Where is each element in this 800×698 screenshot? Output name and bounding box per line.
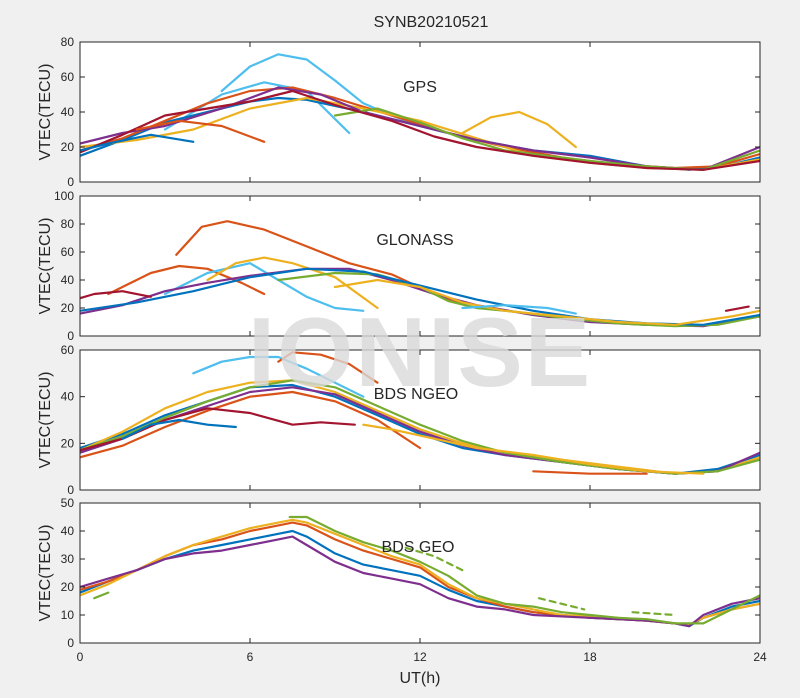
x-axis-label: UT(h) (400, 670, 441, 687)
series-line-10 (532, 470, 648, 475)
y-axis-label: VTEC(TECU) (37, 372, 54, 469)
series-group (80, 53, 760, 171)
series-group (80, 515, 760, 628)
series-group (80, 351, 760, 475)
series-line-8 (333, 278, 760, 326)
y-tick-label-0: 0 (67, 483, 74, 497)
glonass-panel: 0 20 40 60 80 100 VTEC(TECU) GLONASS (37, 189, 761, 343)
panel-label: BDS NGEO (374, 386, 458, 403)
y-tick-label-0: 0 (67, 329, 74, 343)
watermark: IONISE (248, 297, 592, 407)
series-line-1 (107, 264, 266, 296)
x-tick-label-2: 12 (413, 650, 427, 664)
series-line-7 (80, 290, 152, 300)
y-tick-label-0: 0 (67, 636, 74, 650)
dashed-series-line-0 (404, 546, 464, 572)
series-line-8 (362, 423, 705, 475)
series-line-4 (288, 515, 760, 625)
dashed-series-line-2 (631, 611, 677, 617)
y-tick-label-1: 20 (61, 140, 75, 154)
y-tick-label-3: 60 (61, 343, 75, 357)
series-group (80, 220, 760, 328)
series-line-8 (80, 89, 760, 171)
y-tick-label-1: 10 (61, 608, 75, 622)
series-line-9 (121, 418, 237, 440)
y-tick-label-3: 60 (61, 245, 75, 259)
x-tick-label-3: 18 (583, 650, 597, 664)
y-tick-label-2: 40 (61, 105, 75, 119)
y-tick-label-3: 30 (61, 552, 75, 566)
series-line-0 (192, 355, 365, 398)
panel-label: GPS (403, 79, 437, 96)
x-tick-label-4: 24 (753, 650, 767, 664)
dashed-series-line-1 (537, 597, 586, 611)
y-axis-label: VTEC(TECU) (37, 218, 54, 315)
y-tick-label-2: 40 (61, 390, 75, 404)
y-tick-label-1: 20 (61, 301, 75, 315)
gps-panel: 0 20 40 60 80 VTEC(TECU) GPS (37, 35, 761, 189)
y-tick-label-2: 40 (61, 273, 75, 287)
x-tick-label-1: 6 (247, 650, 254, 664)
y-tick-label-4: 40 (61, 524, 75, 538)
y-tick-label-3: 60 (61, 70, 75, 84)
series-line-3 (206, 256, 379, 310)
x-tick-label-0: 0 (77, 650, 84, 664)
y-tick-label-4: 80 (61, 35, 75, 49)
figure-title: SYNB20210521 (374, 14, 489, 31)
bds-ngeo-panel: 0 20 40 60 VTEC(TECU) BDS NGEO (37, 343, 761, 497)
bds-geo-panel: 0 6 12 18 24 0 10 20 30 40 50 VTEC(TECU) BDS GEO (37, 496, 767, 664)
panel-label: GLONASS (376, 232, 453, 249)
y-tick-label-5: 50 (61, 496, 75, 510)
y-tick-label-5: 100 (54, 189, 74, 203)
series-line-9 (135, 119, 266, 143)
y-axis-label: VTEC(TECU) (37, 64, 54, 161)
series-line-5 (93, 591, 110, 600)
y-tick-label-4: 80 (61, 217, 75, 231)
y-tick-label-1: 20 (61, 436, 75, 450)
y-tick-label-0: 0 (67, 175, 74, 189)
y-axis-label: VTEC(TECU) (37, 525, 54, 622)
series-line-6 (80, 390, 422, 459)
plot-area (80, 196, 760, 336)
series-line-1 (277, 351, 379, 384)
series-line-9 (461, 304, 577, 315)
y-tick-label-2: 20 (61, 580, 75, 594)
panel-label: BDS GEO (382, 539, 455, 556)
series-line-10 (80, 133, 195, 152)
series-line-4 (461, 110, 577, 149)
series-line-10 (724, 305, 750, 312)
